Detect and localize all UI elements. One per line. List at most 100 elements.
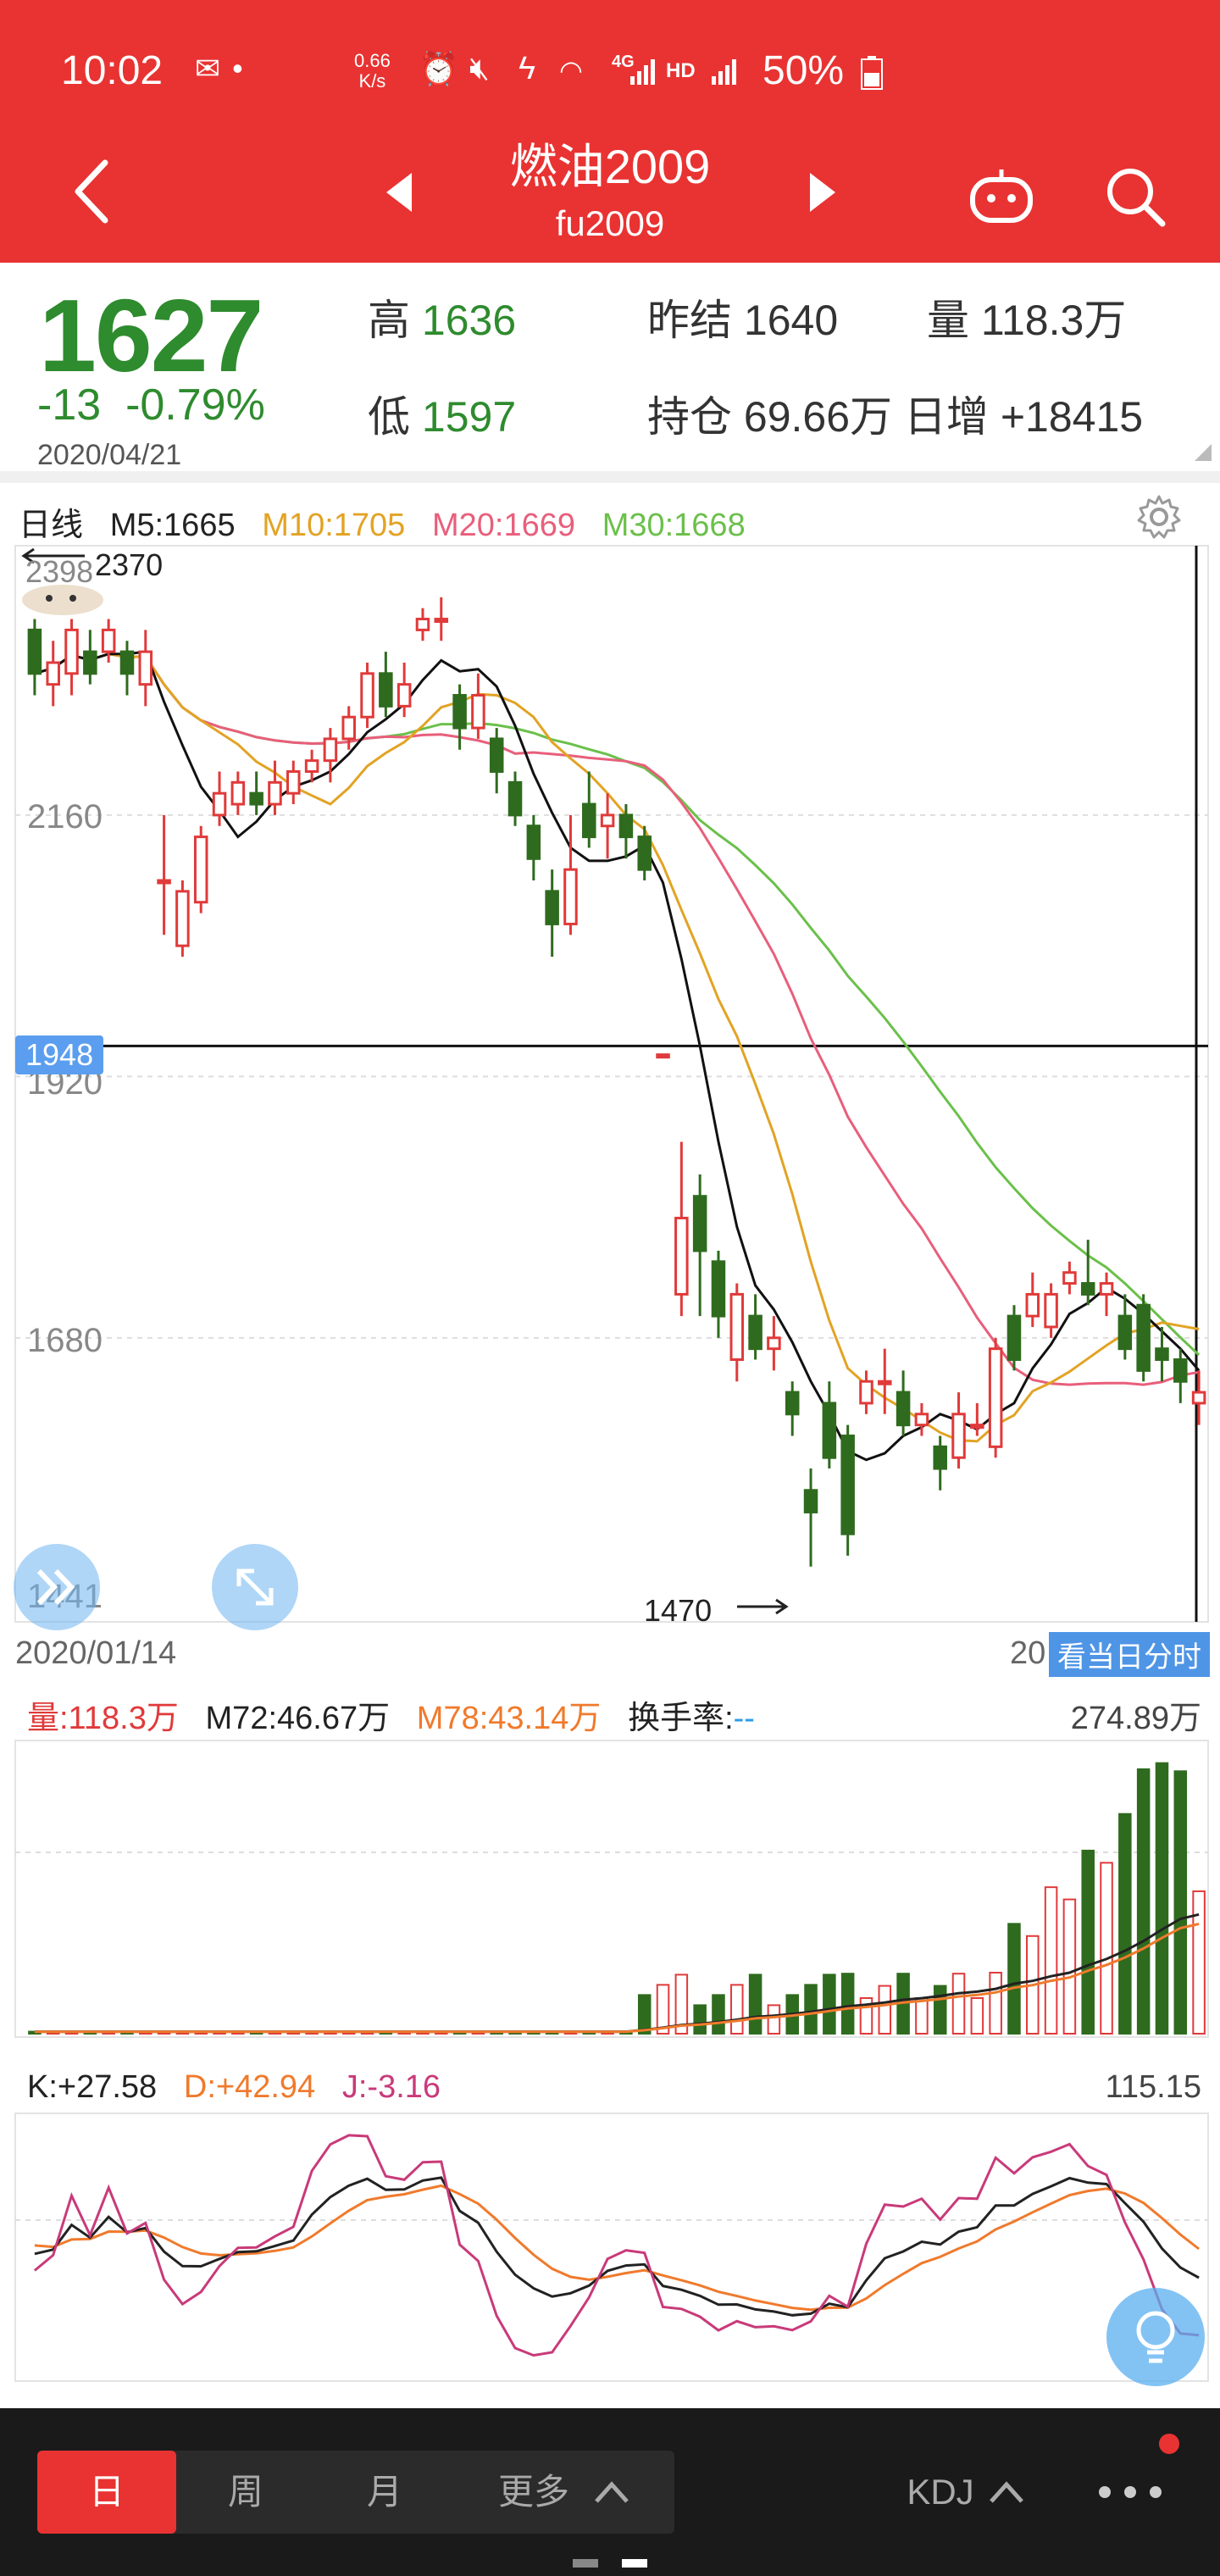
next-contract-icon[interactable] <box>805 173 839 212</box>
volume-bar <box>637 1994 652 2035</box>
wifi-icon: ◠ <box>559 55 583 86</box>
turnover-value: -- <box>733 1701 755 1736</box>
period-label[interactable]: 日线 <box>19 508 84 543</box>
volume-m72-line <box>34 1913 1200 2034</box>
candle-body <box>452 694 467 730</box>
volume-bar <box>656 1984 670 2035</box>
candle-body <box>1025 1292 1040 1318</box>
kdj-d-line <box>34 2184 1201 2312</box>
charging-icon: ϟ <box>518 51 536 86</box>
candle-body <box>1155 1347 1169 1362</box>
tab-weekly[interactable]: 周 <box>227 2472 263 2512</box>
y-label-top: 2398 <box>25 554 94 589</box>
candle-body <box>711 1260 726 1318</box>
min-price-marker: 1470 <box>644 1593 713 1628</box>
volume-bar <box>1118 1813 1132 2035</box>
back-icon[interactable] <box>68 158 119 225</box>
candle-body <box>859 1380 873 1405</box>
volume-chart[interactable] <box>0 1737 1220 2042</box>
max-arrow-head <box>21 547 35 564</box>
volume-label: 量 <box>927 297 969 344</box>
volume-bar <box>970 1996 984 2035</box>
candle-body <box>1099 1282 1114 1296</box>
candle-body <box>323 737 338 763</box>
settings-gear-icon[interactable] <box>1135 493 1183 541</box>
more-chevron-up-icon[interactable] <box>593 2478 630 2507</box>
candle-body <box>1006 1314 1022 1362</box>
volume-stat: 量 118.3万 <box>927 286 1126 347</box>
volume-bar <box>840 1973 855 2035</box>
candle-body <box>637 836 652 871</box>
kdj-chart[interactable] <box>0 2110 1220 2390</box>
candle-body <box>304 759 319 773</box>
low-value: 1597 <box>421 393 517 441</box>
search-icon[interactable] <box>1101 163 1169 230</box>
indicator-chevron-up-icon[interactable] <box>988 2478 1025 2507</box>
notification-dot <box>1159 2434 1179 2454</box>
kline-chart[interactable] <box>0 539 1220 1632</box>
vol-m72-label: M72:46.67万 <box>205 1701 391 1736</box>
hd-label: HD <box>666 59 696 82</box>
candle-body <box>101 628 116 653</box>
candle-body <box>230 780 246 806</box>
volume-value: 118.3万 <box>980 297 1127 344</box>
low-label: 低 <box>368 393 410 441</box>
candle-body <box>878 1380 892 1385</box>
open-interest-value: 69.66万 <box>743 393 893 441</box>
candle-body <box>840 1434 855 1535</box>
candle-body <box>1062 1271 1077 1285</box>
volume-bar <box>730 1984 744 2035</box>
last-price: 1627 <box>39 278 263 393</box>
volume-bar <box>748 1974 762 2035</box>
volume-bar <box>1173 1770 1188 2035</box>
daily-increase-label: 日增 <box>903 393 989 441</box>
high-stat: 高 1636 <box>368 286 516 347</box>
expand-corner-icon[interactable] <box>1195 444 1212 461</box>
tab-monthly[interactable]: 月 <box>366 2472 402 2512</box>
indicator-selector[interactable]: KDJ <box>907 2472 974 2512</box>
speed-value: 0.66 <box>354 50 391 71</box>
home-indicator-right <box>622 2559 647 2568</box>
idea-bulb-button[interactable] <box>1106 2288 1205 2386</box>
max-price-marker: 2370 <box>95 547 164 582</box>
candle-body <box>507 780 523 817</box>
kdj-d-label: D:+42.94 <box>183 2069 316 2105</box>
tab-daily[interactable]: 日 <box>37 2451 176 2534</box>
open-interest-label: 持仓 <box>647 393 732 441</box>
candle-body <box>656 1053 670 1059</box>
change-value: -13 <box>37 380 102 430</box>
volume-bar <box>989 1971 1002 2035</box>
ma5-label: M5:1665 <box>109 508 236 543</box>
prev-settle-stat: 昨结 1640 <box>647 286 838 347</box>
candle-body <box>970 1424 984 1430</box>
volume-m78-line <box>34 1923 1200 2034</box>
volume-bar <box>1192 1890 1206 2035</box>
volume-bar <box>1136 1768 1151 2035</box>
fullscreen-button[interactable] <box>212 1544 298 1630</box>
chart-start-date: 2020/01/14 <box>15 1635 177 1671</box>
candle-body <box>526 824 541 860</box>
low-stat: 低 1597 <box>368 383 516 444</box>
more-menu-icon[interactable] <box>1088 2478 1173 2507</box>
prev-contract-icon[interactable] <box>383 173 417 212</box>
volume-bar <box>767 2004 781 2035</box>
chart-frame <box>14 545 1209 1623</box>
collapse-panel-button[interactable] <box>14 1544 100 1630</box>
volume-bar <box>1100 1862 1113 2035</box>
candle-body <box>674 1216 689 1296</box>
tab-more[interactable]: 更多 <box>497 2472 569 2512</box>
candle-body <box>175 890 190 947</box>
kdj-frame <box>14 2112 1209 2382</box>
intraday-button[interactable]: 看当日分时 <box>1049 1632 1210 1677</box>
robot-assistant-icon[interactable] <box>968 166 1035 225</box>
kdj-k-line <box>34 2176 1200 2317</box>
ma10-label: M10:1705 <box>262 508 406 543</box>
alarm-icon: ⏰ <box>419 52 459 87</box>
home-indicator-left <box>573 2559 598 2568</box>
candle-body <box>1191 1391 1206 1405</box>
candle-body <box>767 1336 781 1351</box>
candle-body <box>1173 1358 1188 1383</box>
candle-body <box>785 1391 800 1416</box>
volume-bar <box>1081 1849 1095 2035</box>
